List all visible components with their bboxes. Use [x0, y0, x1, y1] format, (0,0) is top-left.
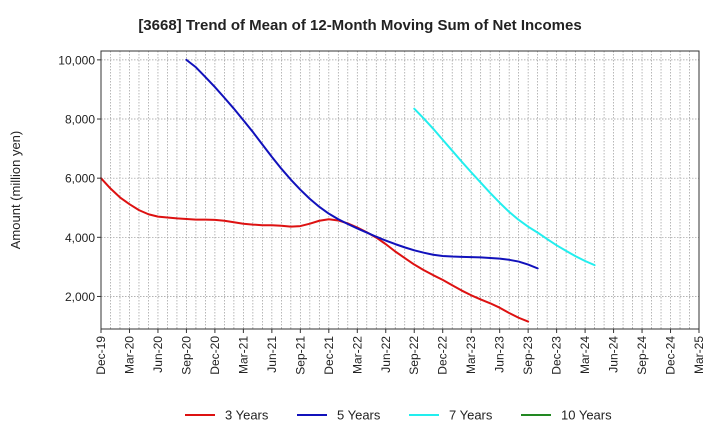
- x-tick-label: Mar-21: [236, 336, 250, 374]
- x-tick-label: Sep-21: [293, 336, 307, 375]
- x-tick-label: Sep-23: [521, 336, 535, 375]
- series-layer: [100, 58, 596, 323]
- y-tick-label: 10,000: [58, 53, 95, 67]
- series-line-3-years: [100, 177, 530, 323]
- x-tick-label: Dec-21: [322, 336, 336, 375]
- y-tick-label: 4,000: [65, 231, 95, 245]
- y-axis: 2,000 4,000 6,000 8,000 10,000: [58, 53, 101, 304]
- series-line-7-years: [413, 107, 596, 267]
- x-tick-label: Dec-24: [664, 336, 678, 375]
- y-tick-label: 8,000: [65, 113, 95, 127]
- legend-label: 5 Years: [337, 408, 381, 423]
- x-tick-label: Mar-24: [578, 336, 592, 374]
- legend-label: 7 Years: [449, 408, 493, 423]
- x-tick-label: Sep-24: [635, 336, 649, 375]
- x-tick-label: Jun-21: [265, 336, 279, 373]
- legend-label: 10 Years: [561, 408, 612, 423]
- x-tick-label: Dec-22: [436, 336, 450, 375]
- x-axis: Dec-19 Mar-20 Jun-20 Sep-20 Dec-20 Mar-21 Jun-…: [94, 329, 706, 375]
- x-tick-label: Dec-23: [550, 336, 564, 375]
- x-tick-label: Jun-24: [607, 336, 621, 373]
- y-tick-label: 2,000: [65, 290, 95, 304]
- legend: 3 Years 5 Years 7 Years 10 Years: [185, 408, 612, 423]
- grid-layer: [101, 51, 699, 329]
- x-tick-label: Jun-22: [379, 336, 393, 373]
- plot-frame: [100, 50, 700, 330]
- x-tick-label: Jun-23: [493, 336, 507, 373]
- x-tick-label: Mar-23: [464, 336, 478, 374]
- x-tick-label: Sep-22: [407, 336, 421, 375]
- y-axis-label: Amount (million yen): [8, 131, 23, 250]
- x-tick-label: Mar-25: [692, 336, 706, 374]
- y-tick-label: 6,000: [65, 172, 95, 186]
- legend-label: 3 Years: [225, 408, 269, 423]
- x-tick-label: Sep-20: [179, 336, 193, 375]
- x-tick-label: Jun-20: [151, 336, 165, 373]
- series-line-5-years: [185, 58, 539, 270]
- chart-title: [3668] Trend of Mean of 12-Month Moving …: [138, 17, 581, 34]
- x-tick-label: Mar-20: [122, 336, 136, 374]
- x-tick-label: Mar-22: [350, 336, 364, 374]
- x-tick-label: Dec-19: [94, 336, 108, 375]
- x-tick-label: Dec-20: [208, 336, 222, 375]
